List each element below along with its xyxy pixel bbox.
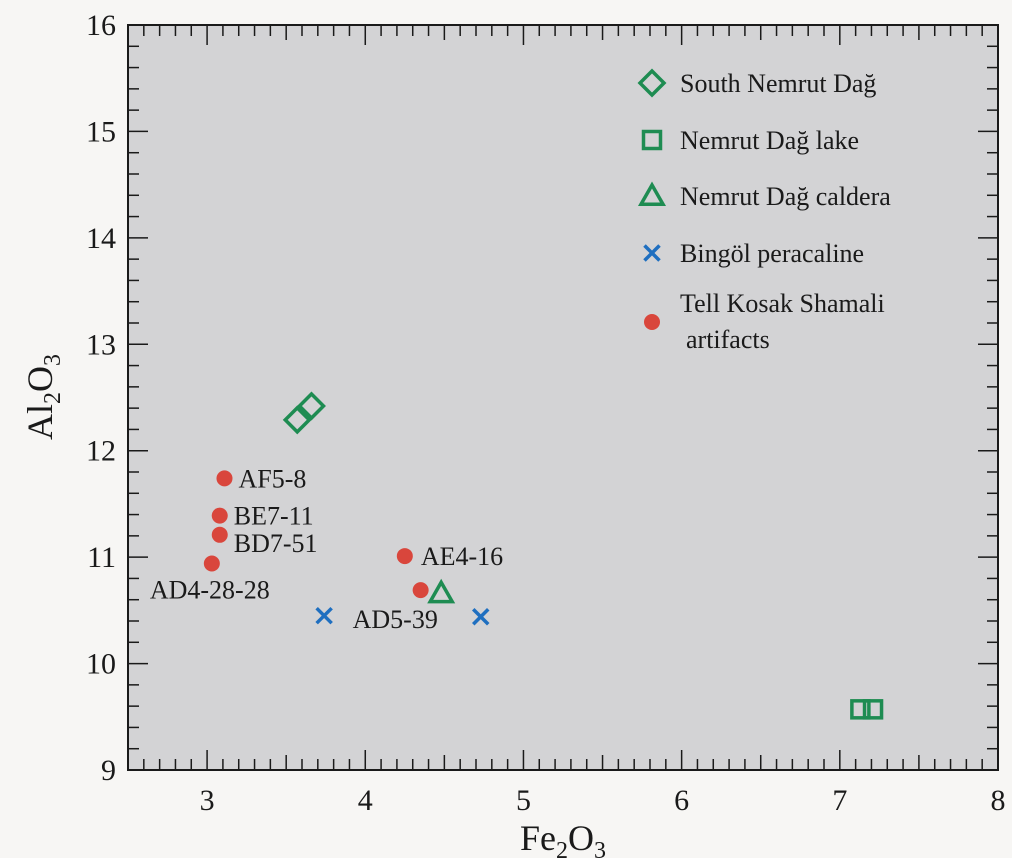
- axis-label-part: O: [568, 818, 594, 858]
- legend-marker-triangle: [637, 181, 667, 206]
- legend-marker-cross: [643, 244, 661, 262]
- axis-label-part: O: [20, 366, 60, 392]
- point-cross: [472, 608, 490, 626]
- y-tick-label: 15: [86, 115, 116, 148]
- point-circle: [396, 548, 413, 565]
- point-diamond: [297, 391, 326, 421]
- x-tick-label: 8: [991, 784, 1006, 817]
- y-axis-label: Al2O3: [20, 354, 66, 440]
- axis-label-subscript: 3: [40, 354, 66, 366]
- y-tick-label: 11: [87, 541, 116, 574]
- legend-marker-circle: [644, 314, 660, 330]
- axis-label-subscript: 3: [594, 838, 606, 858]
- point-triangle: [427, 578, 456, 604]
- axis-label-part: Fe: [520, 818, 556, 858]
- y-tick-label: 9: [101, 754, 116, 787]
- axis-label-subscript: 2: [556, 838, 568, 858]
- point-circle: [412, 582, 429, 599]
- legend-label: South Nemrut Dağ: [680, 69, 876, 98]
- point-label: AD4-28-28: [150, 576, 270, 605]
- legend-label: Bingöl peracaline: [680, 239, 864, 268]
- cross-stroke: [315, 606, 333, 625]
- plot-area: [127, 24, 999, 771]
- legend-marker-square: [641, 129, 663, 151]
- legend-label: Nemrut Dağ caldera: [680, 182, 891, 211]
- point-label: BE7-11: [234, 502, 314, 531]
- legend: South Nemrut Dağ Nemrut Dağ lake Nemrut Da…: [637, 68, 891, 354]
- axis-ticks: 3 4 5 6 7 8 9 10 11 12 13 14 15 16: [86, 9, 1006, 817]
- point-circle: [211, 507, 228, 524]
- point-circle: [216, 470, 233, 487]
- y-tick-label: 14: [86, 222, 116, 255]
- point-label: AD5-39: [353, 605, 438, 634]
- point-circle: [203, 555, 220, 572]
- cross-stroke: [472, 608, 490, 626]
- legend-marker-diamond: [637, 68, 667, 98]
- point-label: AF5-8: [238, 464, 306, 493]
- axis-label-part: Al: [20, 404, 60, 440]
- point-label: AE4-16: [421, 542, 503, 571]
- point-square: [862, 699, 884, 720]
- x-tick-label: 4: [358, 784, 373, 817]
- x-tick-label: 5: [516, 784, 531, 817]
- y-tick-label: 12: [86, 435, 116, 468]
- point-square: [850, 699, 871, 720]
- y-tick-label: 10: [86, 648, 116, 681]
- x-tick-label: 6: [674, 784, 689, 817]
- legend-label: Nemrut Dağ lake: [680, 126, 859, 155]
- point-cross: [315, 606, 333, 625]
- x-tick-label: 3: [200, 784, 215, 817]
- axis-label-subscript: 2: [40, 392, 66, 404]
- y-tick-label: 16: [86, 9, 116, 42]
- data-points: [203, 391, 884, 720]
- point-label: BD7-51: [234, 529, 318, 558]
- legend-label: Tell Kosak Shamali: [680, 289, 885, 318]
- y-tick-label: 13: [86, 328, 116, 361]
- point-circle: [211, 526, 228, 543]
- x-axis-label: Fe2O3: [520, 818, 606, 858]
- x-tick-label: 7: [832, 784, 847, 817]
- cross-stroke: [643, 244, 661, 262]
- legend-label-continued: artifacts: [686, 325, 770, 354]
- point-diamond: [282, 405, 312, 435]
